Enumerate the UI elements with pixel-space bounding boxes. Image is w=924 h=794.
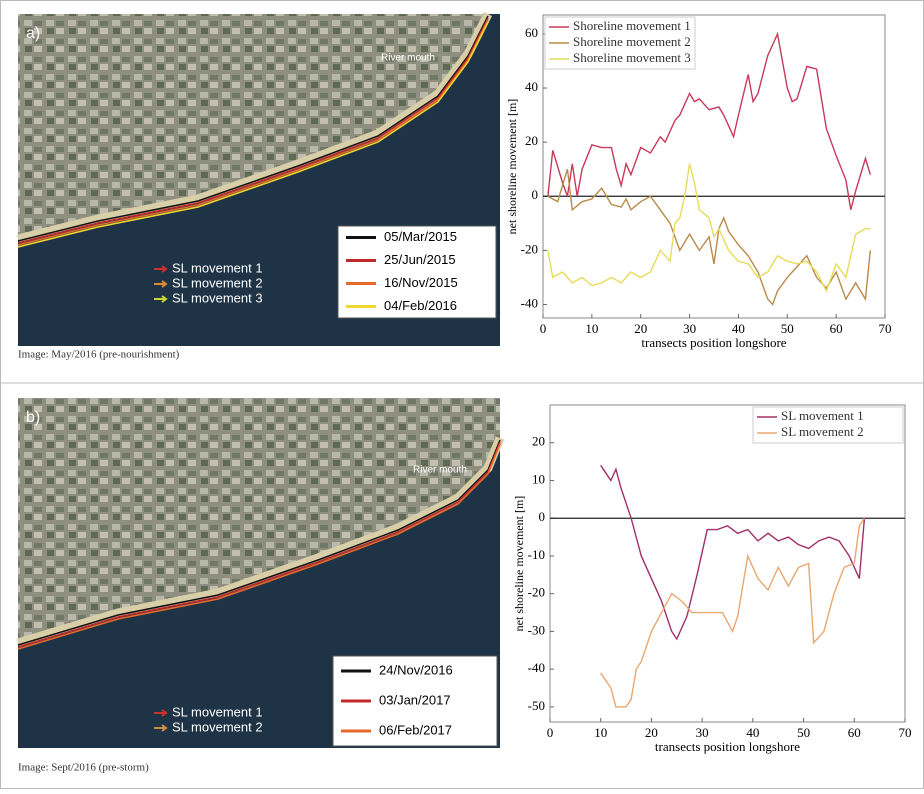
x-tick-label: 60 (848, 725, 861, 740)
y-tick-label: -40 (528, 660, 545, 675)
series-line (600, 517, 866, 708)
y-tick-label: -20 (521, 241, 538, 256)
x-tick-label: 10 (585, 321, 598, 336)
y-tick-label: -40 (521, 295, 538, 310)
x-axis-label: transects position longshore (641, 335, 786, 350)
y-tick-label: 20 (525, 133, 538, 148)
shoreline (17, 17, 489, 244)
y-tick-label: 10 (532, 471, 545, 486)
x-tick-label: 70 (879, 321, 892, 336)
x-tick-label: 40 (746, 725, 759, 740)
y-axis-label: net shoreline movement [m] (505, 99, 519, 235)
series-line (547, 163, 871, 293)
panel-label: a) (26, 25, 40, 42)
y-tick-label: 0 (532, 187, 539, 202)
x-tick-label: 10 (594, 725, 607, 740)
x-tick-label: 20 (634, 321, 647, 336)
place-label: River mouth (413, 465, 467, 476)
image-caption: Image: May/2016 (pre-nourishment) (18, 349, 180, 361)
image-legend-label: 04/Feb/2016 (384, 298, 457, 313)
place-label: River mouth (381, 53, 435, 64)
image-caption: Image: Sept/2016 (pre-storm) (18, 762, 149, 774)
series-line (547, 31, 872, 210)
y-tick-label: 20 (532, 434, 545, 449)
x-tick-label: 40 (732, 321, 745, 336)
image-legend-label: 06/Feb/2017 (379, 722, 452, 737)
y-tick-label: 0 (539, 509, 546, 524)
legend-label: Shoreline movement 1 (573, 18, 691, 33)
image-legend-label: 24/Nov/2016 (379, 662, 453, 677)
legend-box (544, 16, 696, 70)
arrow-icon (154, 265, 168, 273)
x-axis-label: transects position longshore (655, 739, 800, 754)
shoreline (17, 439, 501, 646)
arrow-icon (154, 724, 168, 732)
legend-label: Shoreline movement 2 (573, 34, 691, 49)
y-tick-label: 60 (525, 25, 538, 40)
arrow-label: SL movement 2 (172, 275, 263, 290)
arrow-icon (154, 280, 168, 288)
y-tick-label: 40 (525, 79, 538, 94)
x-tick-label: 50 (781, 321, 794, 336)
legend-label: SL movement 1 (781, 408, 864, 423)
y-tick-label: -10 (528, 547, 545, 562)
x-tick-label: 30 (696, 725, 709, 740)
arrow-icon (154, 295, 168, 303)
y-tick-label: -50 (528, 698, 545, 713)
plot-frame (549, 404, 906, 723)
shoreline (17, 19, 489, 246)
shoreline (17, 441, 501, 648)
shoreline (17, 21, 489, 248)
series-line (547, 169, 872, 306)
y-axis-label: net shoreline movement [m] (512, 496, 526, 632)
legend-label: Shoreline movement 3 (573, 50, 691, 65)
panel-label: b) (26, 409, 40, 426)
legend-box (752, 406, 904, 444)
image-legend-label: 25/Jun/2015 (384, 252, 456, 267)
image-legend-label: 05/Mar/2015 (384, 229, 457, 244)
x-tick-label: 50 (797, 725, 810, 740)
shoreline (17, 15, 489, 242)
x-tick-label: 60 (830, 321, 843, 336)
legend-label: SL movement 2 (781, 424, 864, 439)
arrow-icon (154, 709, 168, 717)
arrow-label: SL movement 2 (172, 719, 263, 734)
image-legend-label: 03/Jan/2017 (379, 692, 451, 707)
x-tick-label: 0 (540, 321, 547, 336)
y-tick-label: -30 (528, 622, 545, 637)
x-tick-label: 30 (683, 321, 696, 336)
x-tick-label: 0 (547, 725, 554, 740)
beach (16, 11, 493, 244)
x-tick-label: 20 (645, 725, 658, 740)
shoreline (17, 443, 501, 650)
beach (16, 436, 505, 648)
image-legend-label: 16/Nov/2015 (384, 275, 458, 290)
image-legend-box (337, 225, 497, 319)
x-tick-label: 70 (899, 725, 912, 740)
arrow-label: SL movement 1 (172, 704, 263, 719)
arrow-label: SL movement 1 (172, 260, 263, 275)
series-line (600, 464, 866, 641)
y-tick-label: -20 (528, 585, 545, 600)
arrow-label: SL movement 3 (172, 290, 263, 305)
